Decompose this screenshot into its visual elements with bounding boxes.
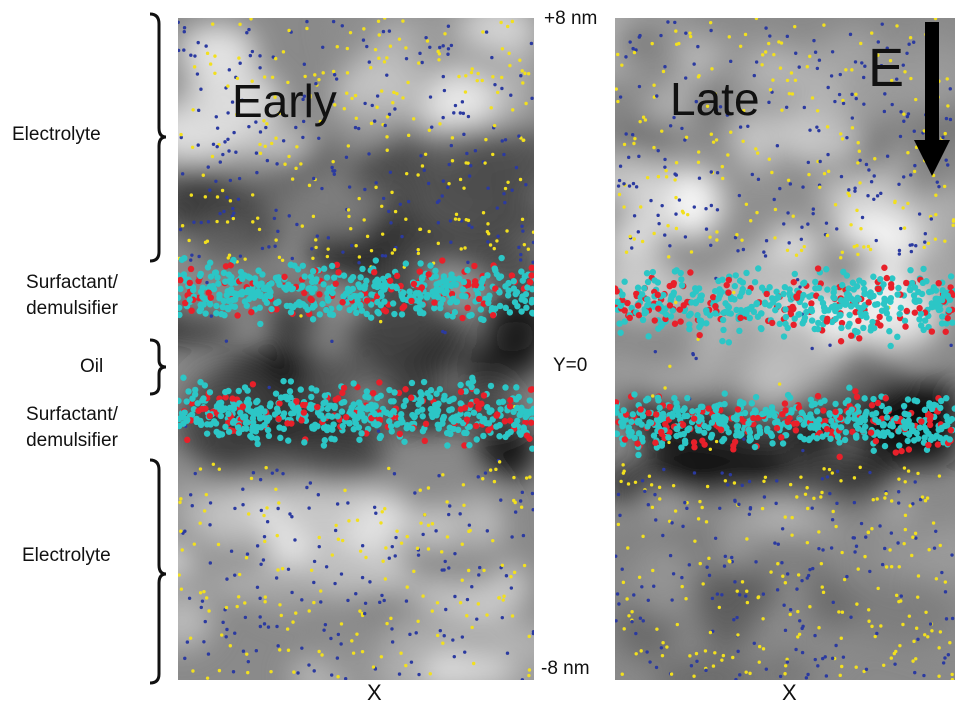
simulation-snapshot-early	[178, 18, 534, 680]
field-label-e: E	[868, 38, 905, 98]
bracket-electrolyte-top	[149, 12, 167, 263]
field-arrow-icon	[914, 22, 950, 176]
late-density-background	[615, 18, 955, 680]
early-surfactant-layers	[178, 254, 534, 452]
region-brackets	[149, 12, 167, 685]
panel-early	[178, 18, 534, 680]
panel-title-early: Early	[232, 75, 337, 127]
label-surfactant-bottom-line1: Surfactant/	[26, 404, 118, 425]
label-electrolyte-top: Electrolyte	[12, 124, 101, 145]
label-surfactant-bottom-line2: demulsifier	[26, 430, 118, 451]
panel-title-late: Late	[670, 73, 760, 125]
late-electrolyte-ions	[615, 18, 955, 680]
label-surfactant-bottom: Surfactant/ demulsifier	[6, 404, 138, 452]
label-surfactant-top: Surfactant/ demulsifier	[6, 272, 138, 320]
x-axis-label-early: X	[367, 680, 382, 705]
simulation-snapshot-late	[615, 18, 955, 680]
label-surfactant-top-line1: Surfactant/	[26, 272, 118, 293]
y-label-middle: Y=0	[553, 355, 588, 376]
late-surfactant-layers	[615, 264, 955, 461]
label-oil: Oil	[80, 356, 104, 377]
label-electrolyte-bottom: Electrolyte	[22, 545, 111, 566]
y-label-top: +8 nm	[544, 8, 598, 29]
label-surfactant-top-line2: demulsifier	[26, 298, 118, 319]
y-label-bottom: -8 nm	[541, 658, 590, 679]
bracket-oil	[149, 338, 167, 396]
early-electrolyte-ions	[178, 18, 534, 680]
bracket-electrolyte-bottom	[149, 458, 167, 685]
panel-late	[615, 18, 955, 680]
x-axis-label-late: X	[782, 680, 797, 705]
